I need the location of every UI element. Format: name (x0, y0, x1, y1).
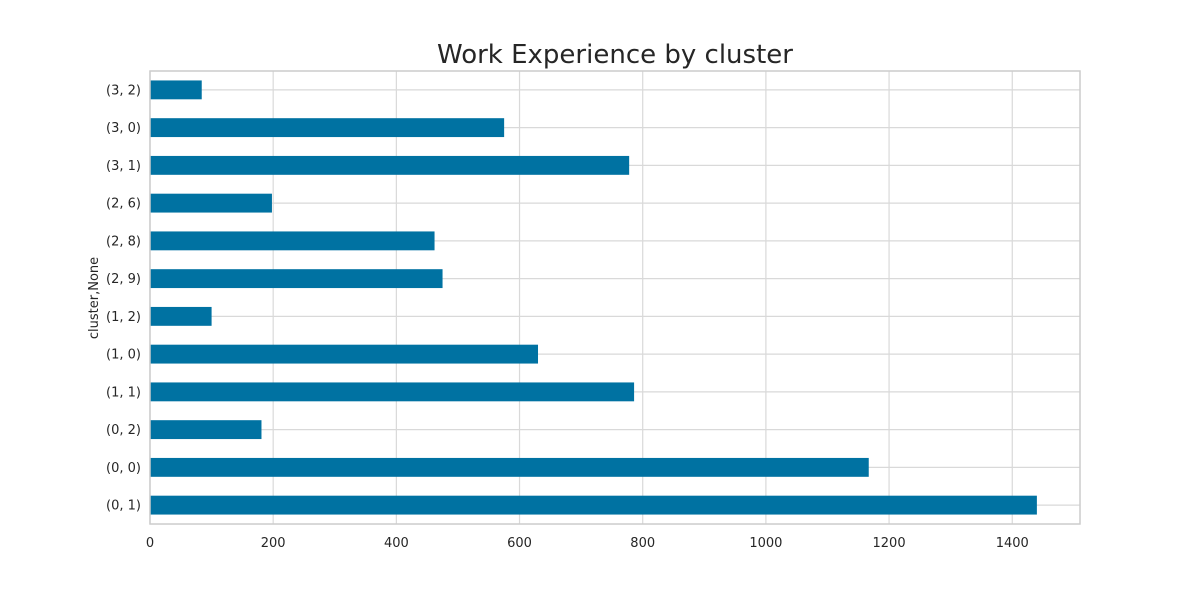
x-tick-label: 1000 (749, 536, 782, 551)
y-tick-label: (2, 9) (106, 272, 141, 287)
x-tick-label: 1200 (873, 536, 906, 551)
bar (150, 344, 539, 364)
bar (150, 118, 505, 138)
grid (149, 71, 1080, 524)
y-tick-label: (3, 0) (106, 121, 141, 136)
bars (150, 80, 1037, 515)
x-tick-label: 800 (630, 536, 655, 551)
bar (150, 193, 272, 213)
bar (150, 80, 202, 100)
y-tick-label: (2, 6) (106, 197, 141, 212)
y-tick-label: (1, 1) (106, 385, 141, 400)
plot-frame (149, 70, 1081, 525)
x-tick-label: 1400 (996, 536, 1029, 551)
chart-title: Work Experience by cluster (437, 40, 793, 70)
y-tick-label: (1, 2) (106, 310, 141, 325)
y-tick-label: (1, 0) (106, 348, 141, 363)
bar (150, 155, 630, 175)
y-tick-label: (3, 2) (106, 83, 141, 98)
bar (150, 306, 212, 326)
x-tick-label: 400 (384, 536, 409, 551)
y-axis-label: cluster,None (87, 257, 102, 339)
y-tick-label: (3, 1) (106, 159, 141, 174)
bar (150, 382, 635, 402)
bar (150, 420, 262, 440)
bar (150, 495, 1037, 515)
y-tick-label: (0, 0) (106, 461, 141, 476)
x-tick-label: 600 (507, 536, 532, 551)
y-axis-ticks: (0, 1) (0, 0) (0, 2) (1, 1) (1, 0) (1, 2) (2, … (106, 83, 141, 513)
y-tick-label: (2, 8) (106, 234, 141, 249)
bar (150, 269, 443, 289)
bar (150, 231, 435, 251)
x-axis-ticks: 0 200 400 600 800 1000 1200 1400 (146, 536, 1029, 551)
x-tick-label: 0 (146, 536, 154, 551)
y-tick-label: (0, 2) (106, 423, 141, 438)
y-tick-label: (0, 1) (106, 499, 141, 514)
x-tick-label: 200 (261, 536, 286, 551)
bar (150, 457, 869, 477)
